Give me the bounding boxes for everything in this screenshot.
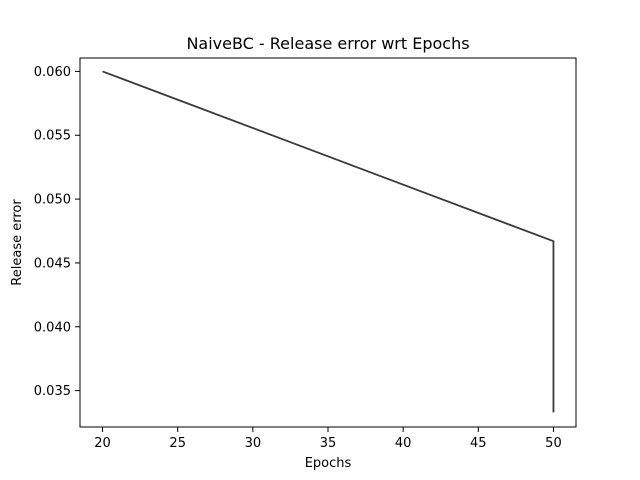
x-axis-ticks: 20 25 30 35 40 45 50 (94, 427, 562, 451)
y-tick-label: 0.045 (34, 256, 71, 271)
y-tick-label: 0.060 (34, 65, 71, 80)
y-tick-label: 0.055 (34, 129, 71, 144)
series-line (102, 70, 555, 413)
y-axis-ticks: 0.035 0.040 0.045 0.050 0.055 0.060 (34, 65, 80, 399)
chart-title: NaiveBC - Release error wrt Epochs (186, 34, 469, 53)
y-tick-label: 0.035 (34, 384, 71, 399)
series-group (102, 70, 555, 413)
x-tick-label: 35 (320, 436, 337, 451)
y-tick-label: 0.050 (34, 193, 71, 208)
y-axis-label: Release error (10, 199, 25, 286)
x-tick-label: 45 (470, 436, 487, 451)
x-axis-label: Epochs (305, 456, 352, 471)
x-tick-label: 25 (169, 436, 186, 451)
x-tick-label: 50 (545, 436, 562, 451)
y-tick-label: 0.040 (34, 320, 71, 335)
plot-area-frame (79, 57, 577, 428)
x-tick-label: 40 (395, 436, 412, 451)
x-tick-label: 20 (94, 436, 111, 451)
x-tick-label: 30 (245, 436, 262, 451)
